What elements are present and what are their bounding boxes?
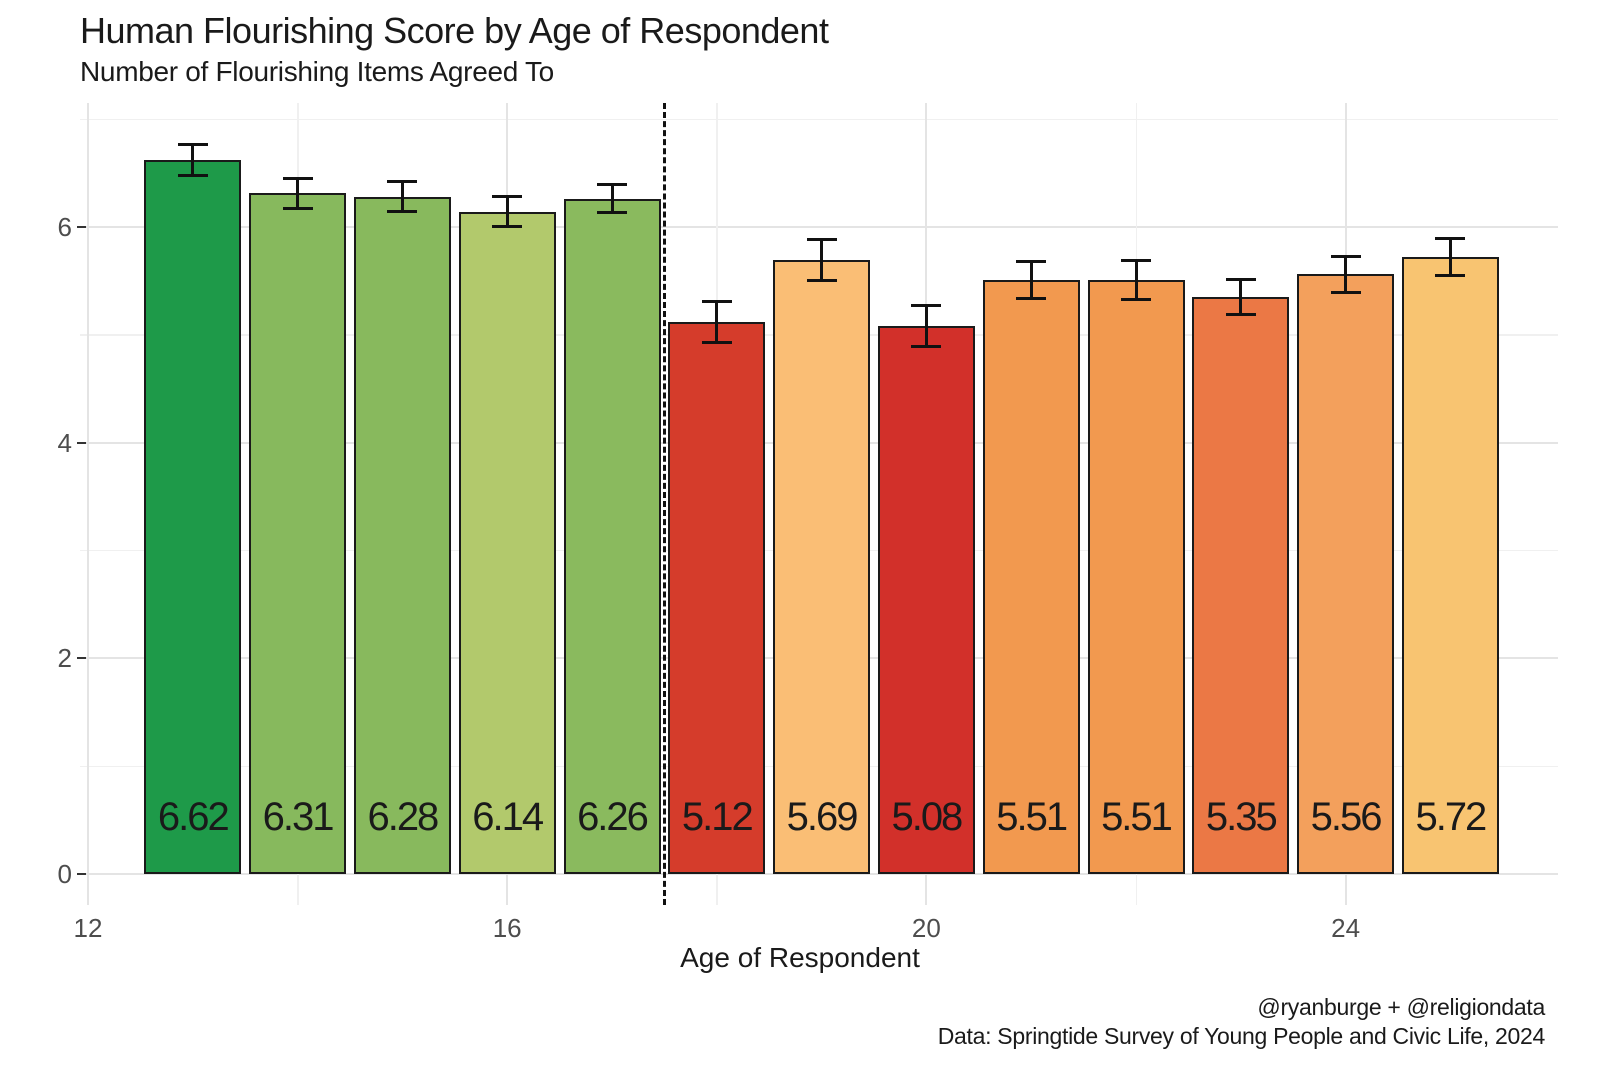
error-bar-cap-bottom: [387, 210, 418, 214]
caption-authors: @ryanburge + @religiondata: [1257, 994, 1545, 1020]
error-bar-cap-top: [1435, 237, 1466, 241]
bar: [563, 198, 661, 874]
error-bar-stem: [296, 178, 300, 209]
bar-value-label: 6.26: [577, 795, 649, 839]
bar: [877, 326, 975, 874]
x-tick-label: 20: [911, 913, 941, 943]
gridline-y-major: [80, 225, 1558, 228]
error-bar-cap-bottom: [1121, 297, 1151, 301]
y-tick-mark: [77, 225, 86, 228]
y-tick-mark: [77, 873, 86, 875]
error-bar-cap-top: [177, 143, 208, 147]
bar: [353, 196, 451, 874]
error-bar-stem: [924, 305, 928, 347]
y-tick-label: 6: [57, 211, 72, 242]
bar-value-label: 5.51: [996, 795, 1068, 839]
error-bar-stem: [1344, 256, 1348, 293]
error-bar-cap-bottom: [911, 345, 942, 349]
gridline-x-major: [87, 103, 89, 905]
error-bar-cap-bottom: [1016, 296, 1047, 300]
caption-source: Data: Springtide Survey of Young People …: [937, 1023, 1546, 1049]
error-bar-cap-top: [701, 299, 732, 303]
bar-value-label: 5.35: [1205, 795, 1278, 839]
x-tick-label: 16: [492, 913, 522, 943]
y-tick-mark: [77, 657, 86, 660]
gridline-y-minor: [80, 118, 1558, 121]
error-bar-cap-top: [387, 180, 418, 184]
bar-value-label: 6.62: [157, 795, 230, 839]
bar: [144, 160, 242, 874]
error-bar-stem: [820, 239, 824, 281]
bar: [458, 211, 556, 874]
error-bar-cap-bottom: [1225, 312, 1256, 316]
error-bar-cap-bottom: [177, 173, 208, 177]
error-bar-cap-top: [806, 238, 837, 242]
y-tick-label: 0: [57, 859, 72, 889]
error-bar-stem: [1029, 261, 1033, 299]
bar: [668, 321, 766, 874]
error-bar-stem: [715, 301, 719, 343]
bar-value-label: 6.31: [262, 795, 335, 839]
error-bar-cap-top: [282, 176, 313, 180]
error-bar-cap-bottom: [1330, 291, 1361, 295]
error-bar-cap-top: [1330, 254, 1361, 258]
error-bar-cap-top: [492, 195, 523, 199]
error-bar-cap-bottom: [806, 279, 837, 283]
y-tick-label: 4: [57, 427, 72, 458]
bar-value-label: 6.28: [367, 795, 439, 839]
bar: [1297, 274, 1395, 874]
error-bar-cap-top: [911, 304, 942, 308]
y-tick-mark: [77, 441, 86, 444]
error-bar-cap-top: [1225, 278, 1256, 282]
error-bar-cap-top: [597, 183, 627, 187]
reference-line-dashed: [662, 103, 666, 905]
bar-value-label: 5.72: [1415, 795, 1487, 839]
bar-value-label: 5.12: [681, 795, 754, 839]
bar: [1087, 279, 1185, 874]
error-bar-stem: [1448, 238, 1452, 276]
error-bar-cap-top: [1121, 258, 1151, 262]
chart-title: Human Flourishing Score by Age of Respon…: [80, 10, 829, 51]
error-bar-cap-bottom: [492, 225, 523, 229]
bar-value-label: 5.08: [891, 795, 963, 839]
gridline-y-major: [80, 873, 1558, 875]
plot-panel: 6.62 6.31 6.28 6.14 6.26 5.12 5.69 5.08 5.51 5.51…: [80, 103, 1558, 905]
y-tick-label: 2: [57, 643, 72, 674]
bar: [1192, 297, 1290, 874]
chart-subtitle: Number of Flourishing Items Agreed To: [80, 56, 554, 87]
error-bar-stem: [400, 181, 404, 212]
bar-value-label: 5.56: [1310, 795, 1383, 839]
error-bar-cap-bottom: [1435, 273, 1466, 277]
bar: [249, 193, 347, 874]
error-bar-stem: [505, 196, 509, 227]
error-bar-stem: [1239, 279, 1243, 315]
error-bar-stem: [191, 144, 195, 176]
bar: [982, 279, 1080, 874]
bar-value-label: 5.69: [786, 795, 859, 839]
bar-value-label: 6.14: [472, 795, 544, 839]
x-tick-label: 12: [73, 913, 103, 943]
bar: [1401, 257, 1499, 874]
x-tick-label: 24: [1331, 913, 1361, 943]
x-axis-title: Age of Respondent: [680, 942, 920, 973]
error-bar-stem: [1134, 260, 1138, 300]
error-bar-cap-bottom: [282, 207, 313, 211]
error-bar-cap-bottom: [701, 340, 732, 344]
error-bar-stem: [610, 184, 614, 213]
bar-value-label: 5.51: [1101, 795, 1173, 839]
error-bar-cap-top: [1016, 259, 1047, 263]
bar: [773, 260, 871, 874]
error-bar-cap-bottom: [597, 211, 627, 215]
